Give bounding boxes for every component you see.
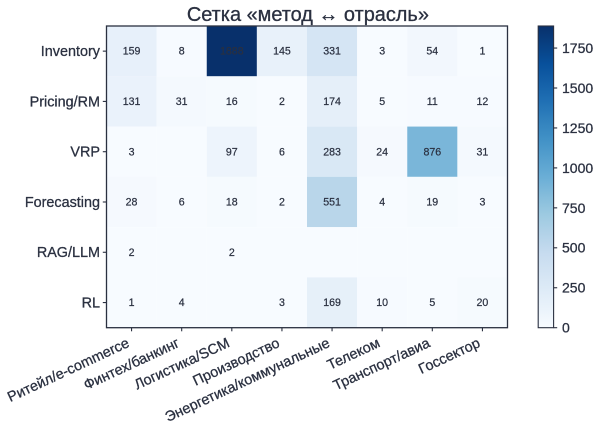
- svg-text:5: 5: [429, 297, 435, 309]
- svg-text:2: 2: [279, 197, 285, 209]
- svg-text:2: 2: [279, 96, 285, 108]
- svg-text:24: 24: [376, 146, 388, 158]
- svg-text:97: 97: [226, 146, 238, 158]
- svg-text:876: 876: [423, 146, 441, 158]
- svg-text:159: 159: [123, 46, 141, 58]
- svg-text:2: 2: [129, 247, 135, 259]
- svg-text:VRP: VRP: [70, 145, 100, 161]
- svg-text:10: 10: [376, 297, 388, 309]
- svg-text:1: 1: [129, 297, 135, 309]
- svg-text:16: 16: [226, 96, 238, 108]
- svg-text:1888: 1888: [220, 46, 244, 58]
- svg-text:5: 5: [379, 96, 385, 108]
- svg-text:174: 174: [323, 96, 341, 108]
- svg-text:6: 6: [279, 146, 285, 158]
- svg-text:1250: 1250: [562, 120, 593, 136]
- svg-text:1000: 1000: [562, 160, 593, 176]
- svg-text:4: 4: [179, 297, 185, 309]
- svg-text:750: 750: [562, 200, 586, 216]
- svg-text:31: 31: [176, 96, 188, 108]
- svg-text:169: 169: [323, 297, 341, 309]
- svg-text:11: 11: [427, 96, 438, 108]
- svg-text:28: 28: [126, 197, 138, 209]
- svg-text:331: 331: [323, 46, 341, 58]
- svg-text:31: 31: [477, 146, 489, 158]
- svg-text:54: 54: [426, 46, 438, 58]
- svg-text:500: 500: [562, 240, 586, 256]
- svg-text:RL: RL: [82, 295, 100, 311]
- svg-text:1500: 1500: [562, 80, 593, 96]
- svg-text:283: 283: [323, 146, 341, 158]
- svg-text:551: 551: [323, 197, 341, 209]
- svg-text:1: 1: [479, 46, 485, 58]
- svg-text:RAG/LLM: RAG/LLM: [37, 245, 100, 261]
- svg-text:0: 0: [562, 320, 570, 336]
- svg-text:Pricing/RM: Pricing/RM: [30, 94, 100, 110]
- svg-text:Forecasting: Forecasting: [25, 195, 100, 211]
- svg-text:20: 20: [477, 297, 489, 309]
- svg-text:3: 3: [279, 297, 285, 309]
- svg-text:Сетка «метод ↔ отрасль»: Сетка «метод ↔ отрасль»: [187, 4, 429, 26]
- svg-text:3: 3: [379, 46, 385, 58]
- svg-text:4: 4: [379, 197, 385, 209]
- svg-text:19: 19: [426, 197, 438, 209]
- svg-text:2: 2: [229, 247, 235, 259]
- svg-text:1750: 1750: [562, 40, 593, 56]
- svg-text:6: 6: [179, 197, 185, 209]
- svg-text:131: 131: [123, 96, 141, 108]
- svg-text:3: 3: [129, 146, 135, 158]
- svg-text:18: 18: [226, 197, 238, 209]
- svg-text:3: 3: [479, 197, 485, 209]
- svg-text:12: 12: [477, 96, 489, 108]
- svg-text:250: 250: [562, 280, 586, 296]
- svg-text:8: 8: [179, 46, 185, 58]
- svg-text:Inventory: Inventory: [41, 44, 101, 60]
- svg-text:145: 145: [273, 46, 291, 58]
